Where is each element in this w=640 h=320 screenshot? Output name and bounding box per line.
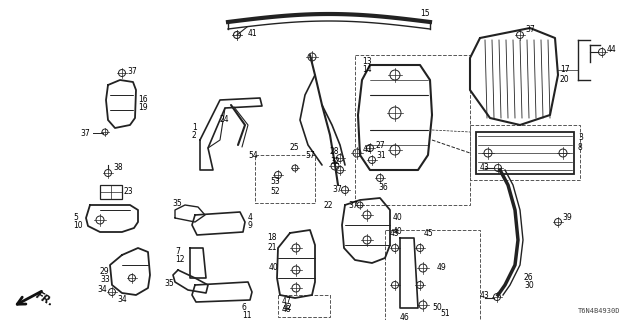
Text: 25: 25	[290, 143, 300, 153]
Text: 32: 32	[330, 157, 340, 166]
Bar	[476, 132, 574, 174]
Text: 20: 20	[560, 76, 570, 84]
Text: 21: 21	[267, 243, 276, 252]
Text: 50: 50	[432, 303, 442, 313]
Text: 11: 11	[242, 310, 252, 319]
Bar	[278, 295, 330, 317]
Text: 29: 29	[100, 268, 109, 276]
Text: 8: 8	[578, 143, 583, 153]
Text: 1: 1	[192, 124, 196, 132]
Text: 45: 45	[390, 228, 400, 237]
Text: 40: 40	[269, 263, 279, 273]
Text: 38: 38	[113, 164, 123, 172]
Text: 37: 37	[80, 129, 90, 138]
Text: 26: 26	[524, 274, 534, 283]
Text: 34: 34	[117, 295, 127, 305]
Text: 41: 41	[363, 146, 372, 155]
Text: FR.: FR.	[34, 290, 56, 308]
Text: 52: 52	[270, 187, 280, 196]
Text: 3: 3	[578, 133, 583, 142]
Text: 48: 48	[282, 306, 292, 315]
Bar	[255, 155, 315, 203]
Bar	[355, 55, 470, 205]
Text: 47: 47	[282, 298, 292, 307]
Text: 30: 30	[524, 282, 534, 291]
Text: 40: 40	[393, 213, 403, 222]
Text: 45: 45	[424, 228, 434, 237]
Text: 9: 9	[248, 221, 253, 230]
Text: 44: 44	[607, 45, 617, 54]
Text: 7: 7	[175, 247, 180, 257]
Text: 37: 37	[348, 201, 358, 210]
Text: 37: 37	[332, 186, 342, 195]
Text: 34: 34	[97, 285, 107, 294]
Text: 36: 36	[378, 183, 388, 193]
Text: 10: 10	[73, 221, 83, 230]
Text: 37: 37	[127, 67, 137, 76]
Text: 14: 14	[362, 66, 372, 75]
Text: 15: 15	[420, 10, 429, 19]
Text: 42: 42	[283, 303, 292, 313]
Text: 46: 46	[400, 314, 410, 320]
Text: 35: 35	[164, 279, 173, 289]
Text: 57: 57	[305, 150, 315, 159]
Text: 4: 4	[248, 213, 253, 222]
Text: 24: 24	[220, 116, 230, 124]
Text: 5: 5	[73, 213, 78, 222]
Bar	[385, 230, 480, 320]
Text: 22: 22	[323, 201, 333, 210]
Text: 35: 35	[172, 199, 182, 209]
Text: 16: 16	[138, 95, 148, 105]
Text: 43: 43	[480, 164, 490, 172]
Text: 2: 2	[192, 132, 196, 140]
Text: 51: 51	[440, 309, 450, 318]
Text: 31: 31	[376, 151, 386, 161]
Text: 28: 28	[330, 148, 339, 156]
Text: 37: 37	[525, 26, 535, 35]
Bar	[100, 185, 122, 199]
Text: 33: 33	[100, 276, 109, 284]
Text: 54: 54	[248, 150, 258, 159]
Text: 18: 18	[267, 233, 276, 242]
Text: 39: 39	[562, 213, 572, 222]
Text: 43: 43	[480, 291, 490, 300]
Text: 17: 17	[560, 66, 570, 75]
Text: T6N4B4930D: T6N4B4930D	[577, 308, 620, 314]
Text: 23: 23	[124, 188, 134, 196]
Text: 19: 19	[138, 103, 148, 113]
Bar	[470, 125, 580, 180]
Text: 27: 27	[376, 140, 386, 149]
Text: 53: 53	[270, 178, 280, 187]
Text: 6: 6	[242, 303, 247, 313]
Text: 40: 40	[393, 228, 403, 236]
Text: 12: 12	[175, 255, 184, 265]
Text: 13: 13	[362, 58, 372, 67]
Text: 41: 41	[248, 29, 258, 38]
Text: 49: 49	[437, 263, 447, 273]
